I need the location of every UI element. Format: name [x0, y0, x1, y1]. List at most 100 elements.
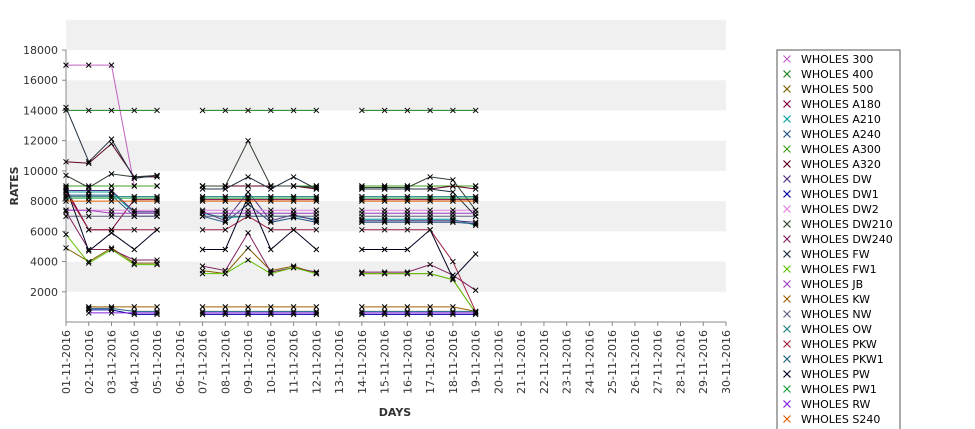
legend-label: WHOLES FW1: [801, 263, 877, 276]
y-tick-label: 8000: [30, 195, 58, 208]
series-wholes-400: [63, 107, 479, 114]
legend-item: WHOLES RW: [783, 398, 871, 411]
legend-label: WHOLES PW1: [801, 383, 877, 396]
legend-item: WHOLES 400: [783, 68, 873, 81]
legend-marker-icon: [783, 340, 791, 348]
data-point-marker: [131, 261, 138, 268]
y-axis-title: RATES: [8, 166, 21, 205]
data-point-marker: [85, 160, 92, 167]
data-point-marker: [290, 264, 297, 271]
data-point-marker: [427, 213, 433, 220]
x-tick-label: 13-11-2016: [333, 330, 346, 394]
legend-label: WHOLES DW210: [801, 218, 893, 231]
data-point-marker: [427, 261, 433, 268]
legend-marker-icon: [783, 295, 791, 303]
data-point-marker: [154, 261, 160, 268]
y-tick-label: 4000: [30, 256, 58, 269]
legend-item: WHOLES 500: [783, 83, 873, 96]
data-point-marker: [381, 186, 388, 192]
legend-label: WHOLES S240: [801, 413, 880, 426]
data-point-marker: [85, 107, 92, 114]
data-point-marker: [85, 158, 92, 165]
legend-item: WHOLES 300: [783, 53, 873, 66]
data-point-marker: [427, 304, 433, 310]
data-point-marker: [131, 175, 138, 182]
data-point-marker: [267, 246, 274, 253]
data-point-marker: [245, 198, 251, 204]
x-tick-label: 22-11-2016: [538, 330, 551, 394]
legend-label: WHOLES KW: [801, 293, 870, 306]
data-point-marker: [85, 226, 92, 233]
data-point-marker: [222, 217, 229, 224]
data-point-marker: [450, 275, 456, 282]
legend-label: WHOLES A240: [801, 128, 881, 141]
series-line: [88, 307, 476, 312]
data-point-marker: [404, 226, 411, 233]
legend-item: WHOLES S240: [783, 413, 880, 426]
data-point-marker: [313, 213, 320, 220]
legend-label: WHOLES 500: [801, 83, 873, 96]
y-tick-label: 2000: [30, 286, 58, 299]
data-point-marker: [313, 226, 320, 233]
x-tick-label: 27-11-2016: [652, 330, 665, 394]
x-tick-label: 25-11-2016: [606, 330, 619, 394]
data-point-marker: [381, 213, 388, 220]
data-point-marker: [199, 270, 206, 277]
data-point-marker: [222, 226, 229, 233]
legend-label: WHOLES JB: [801, 278, 863, 291]
data-point-marker: [199, 226, 206, 233]
data-point-marker: [108, 171, 115, 177]
x-tick-label: 12-11-2016: [310, 330, 323, 394]
data-point-marker: [108, 187, 115, 194]
series-wholes-rw: [85, 310, 479, 316]
data-point-marker: [267, 270, 274, 277]
series-line: [88, 309, 476, 315]
data-point-marker: [154, 304, 160, 310]
data-point-marker: [267, 107, 274, 114]
data-point-marker: [290, 304, 297, 310]
series-wholes-fw: [63, 104, 479, 220]
x-tick-label: 06-11-2016: [174, 330, 187, 394]
legend-item: WHOLES FW1: [783, 263, 877, 276]
legend-marker-icon: [783, 70, 791, 78]
data-point-marker: [313, 107, 320, 114]
data-point-marker: [199, 213, 206, 220]
x-tick-label: 11-11-2016: [288, 330, 301, 394]
data-point-marker: [85, 213, 92, 220]
data-point-marker: [359, 226, 365, 233]
legend-label: WHOLES A300: [801, 143, 881, 156]
data-point-marker: [381, 107, 388, 114]
data-point-marker: [199, 107, 206, 114]
x-tick-label: 09-11-2016: [242, 330, 255, 394]
legend-label: WHOLES PKW1: [801, 353, 884, 366]
data-point-marker: [108, 229, 115, 236]
x-tick-label: 26-11-2016: [629, 330, 642, 394]
x-tick-label: 05-11-2016: [151, 330, 164, 394]
data-point-marker: [381, 270, 388, 277]
legend-label: WHOLES DW: [801, 173, 872, 186]
data-point-marker: [154, 198, 160, 204]
data-point-marker: [63, 198, 69, 204]
data-point-marker: [313, 186, 320, 192]
y-tick-label: 14000: [23, 104, 58, 117]
data-point-marker: [381, 198, 388, 204]
data-point-marker: [313, 217, 320, 224]
legend-item: WHOLES A240: [783, 128, 881, 141]
series-wholes-pkw1: [85, 305, 479, 315]
legend-item: WHOLES DW240: [783, 233, 893, 246]
data-point-marker: [108, 107, 115, 114]
data-point-marker: [63, 213, 69, 220]
data-point-marker: [359, 217, 365, 224]
legend: WHOLES 300 WHOLES 400 WHOLES 500 WHOLES A18…: [776, 49, 901, 429]
data-point-marker: [85, 207, 92, 214]
legend-item: WHOLES FW: [783, 248, 870, 261]
data-point-marker: [450, 177, 456, 183]
data-point-marker: [472, 198, 479, 204]
legend-marker-icon: [783, 415, 791, 423]
x-tick-label: 28-11-2016: [674, 330, 687, 394]
data-point-marker: [63, 183, 69, 189]
data-point-marker: [427, 217, 433, 224]
data-point-marker: [222, 246, 229, 253]
legend-item: WHOLES PW1: [783, 383, 877, 396]
data-point-marker: [63, 231, 69, 238]
